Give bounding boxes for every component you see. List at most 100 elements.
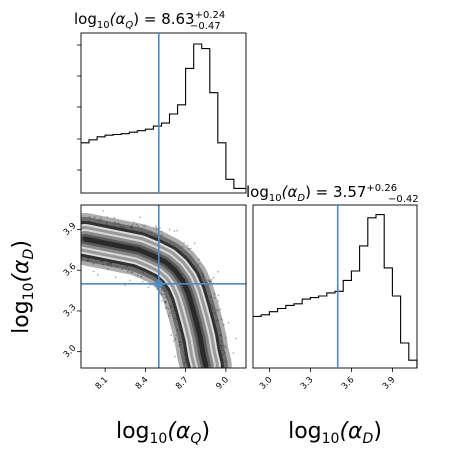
- scatter-point: [135, 223, 138, 226]
- scatter-point: [164, 296, 167, 299]
- scatter-point: [121, 268, 123, 271]
- scatter-point: [217, 294, 220, 297]
- scatter-point: [217, 270, 220, 273]
- scatter-point: [160, 233, 163, 236]
- scatter-point: [218, 329, 221, 332]
- y-tick-label-alpha-d: 3.3: [62, 303, 79, 320]
- x-tick-label-alpha-q: 8.7: [174, 375, 191, 392]
- x-tick-label-alpha-d: 3.3: [299, 375, 316, 392]
- scatter-point: [210, 304, 213, 307]
- scatter-point: [186, 244, 189, 247]
- scatter-point: [180, 370, 182, 372]
- scatter-point: [160, 300, 163, 302]
- y-axis-label-alpha-d: log10(αD): [9, 240, 37, 334]
- scatter-point: [170, 306, 173, 309]
- scatter-point: [213, 297, 216, 299]
- scatter-point: [108, 264, 111, 266]
- scatter-point: [155, 225, 158, 228]
- scatter-point: [174, 317, 177, 320]
- scatter-point: [210, 278, 213, 281]
- scatter-point: [208, 280, 211, 283]
- scatter-point: [92, 262, 95, 265]
- scatter-point: [155, 227, 157, 229]
- scatter-point: [220, 333, 222, 336]
- scatter-point: [224, 345, 226, 347]
- scatter-point: [174, 355, 176, 358]
- scatter-point: [102, 263, 105, 266]
- histogram-alpha-d-step: [253, 214, 418, 368]
- scatter-point: [217, 319, 220, 322]
- scatter-point: [165, 306, 168, 309]
- scatter-point: [175, 334, 178, 337]
- scatter-point: [198, 258, 200, 261]
- scatter-point: [165, 289, 167, 292]
- scatter-point: [223, 323, 225, 326]
- scatter-point: [106, 221, 108, 224]
- y-tick-label-alpha-d: 3.9: [62, 221, 79, 238]
- scatter-point: [162, 287, 165, 290]
- x-tick-label-alpha-d: 3.6: [340, 375, 357, 392]
- scatter-point: [124, 284, 126, 287]
- scatter-point: [131, 271, 134, 274]
- scatter-point: [227, 321, 230, 324]
- scatter-point: [100, 219, 103, 222]
- scatter-point: [142, 272, 145, 274]
- x-tick-label-alpha-d: 3.0: [258, 375, 275, 392]
- scatter-point: [155, 227, 158, 230]
- scatter-point: [152, 226, 155, 229]
- title-alpha-d: log10(αD) = 3.57+0.26 −0.42: [246, 183, 419, 205]
- scatter-point: [99, 260, 102, 263]
- scatter-point: [212, 276, 215, 279]
- scatter-point: [217, 300, 220, 303]
- scatter-point: [220, 318, 223, 320]
- scatter-point: [133, 221, 135, 224]
- scatter-point: [118, 223, 121, 226]
- scatter-point: [207, 279, 210, 282]
- scatter-point: [165, 301, 168, 303]
- scatter-point: [208, 280, 211, 282]
- joint-scatter-panel: 8.1 8.4 8.7 9.0 3.9 3.6 3.3 3.0: [62, 204, 247, 392]
- scatter-point: [147, 231, 150, 234]
- scatter-point: [137, 225, 140, 228]
- scatter-point: [130, 226, 133, 229]
- scatter-point: [123, 227, 126, 229]
- scatter-point: [168, 228, 171, 231]
- scatter-point: [150, 231, 153, 234]
- x-axis-label-alpha-q: log10(αQ): [116, 419, 210, 447]
- scatter-point: [187, 247, 190, 250]
- scatter-point: [164, 307, 167, 310]
- x-tick-label-alpha-d: 3.9: [381, 375, 398, 392]
- scatter-point: [173, 230, 176, 233]
- y-tick-label-alpha-d: 3.6: [62, 262, 79, 279]
- scatter-point: [156, 228, 159, 231]
- scatter-point: [119, 225, 122, 228]
- scatter-point: [181, 246, 184, 248]
- scatter-point: [140, 275, 143, 278]
- scatter-point: [88, 216, 91, 219]
- scatter-point: [130, 271, 133, 274]
- scatter-point: [129, 279, 131, 282]
- scatter-point: [183, 363, 186, 366]
- scatter-point: [106, 268, 109, 271]
- scatter-point: [96, 273, 99, 276]
- scatter-point: [193, 242, 196, 245]
- scatter-point: [179, 340, 182, 343]
- scatter-point: [92, 270, 95, 273]
- scatter-point: [141, 280, 144, 283]
- scatter-point: [107, 263, 109, 265]
- truth-point: [154, 279, 163, 288]
- scatter-point: [220, 340, 223, 343]
- scatter-point: [212, 307, 215, 310]
- scatter-point: [127, 268, 130, 271]
- scatter-point: [213, 312, 216, 314]
- scatter-point: [160, 293, 163, 296]
- scatter-point: [115, 265, 118, 268]
- scatter-point: [160, 292, 163, 295]
- scatter-point: [179, 343, 181, 346]
- scatter-point: [219, 334, 222, 337]
- scatter-point: [210, 280, 213, 283]
- scatter-point: [126, 265, 129, 268]
- contour-bands: [81, 213, 232, 368]
- scatter-point: [220, 346, 223, 349]
- scatter-point: [215, 309, 218, 311]
